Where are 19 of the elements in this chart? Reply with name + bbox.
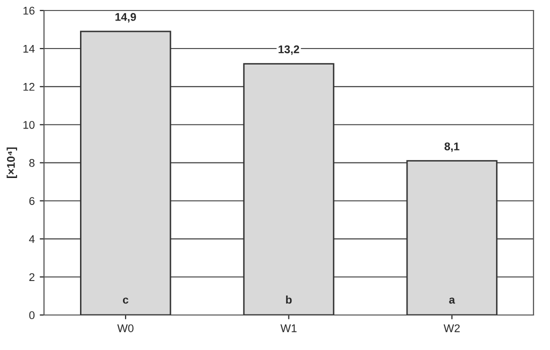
y-axis-title: [×10⁴] [6,148,18,178]
x-tick-label: W1 [280,324,297,332]
x-tick-label: W2 [444,324,460,332]
data-label: 14,9 [115,13,136,23]
y-tick-label: 6 [29,197,34,205]
data-label: 13,2 [278,45,300,55]
y-tick-label: 14 [23,44,35,53]
y-tick-label: 8 [29,159,34,167]
y-tick-label: 0 [29,311,35,320]
y-tick-label: 4 [29,235,35,243]
y-tick-label: 16 [23,6,34,15]
x-tick-label: W0 [117,324,134,332]
y-tick-label: 12 [23,82,34,91]
annotation: a [449,298,456,304]
data-label: 8,1 [444,142,460,152]
annotation: c [122,298,128,304]
y-tick-label: 2 [29,273,34,281]
annotation: b [286,296,292,304]
y-tick-label: 10 [23,120,35,129]
